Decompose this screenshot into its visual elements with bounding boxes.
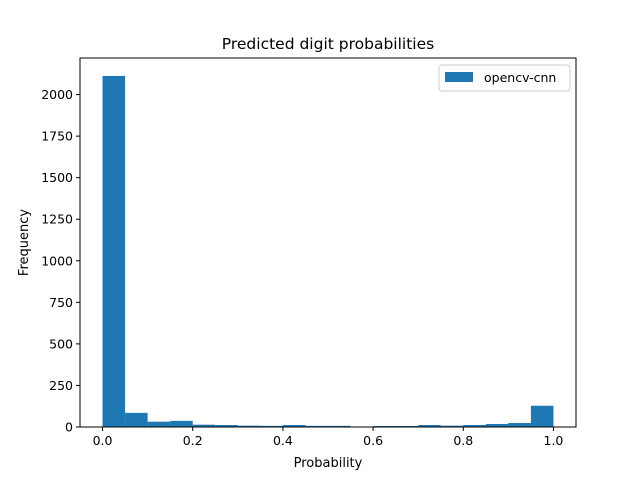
legend-label: opencv-cnn [484,70,556,85]
histogram-bar [147,421,171,427]
histogram-bar [485,424,509,427]
histogram-bar [215,425,238,427]
y-tick-label: 250 [49,378,73,393]
histogram-bar [102,75,126,427]
histogram-bar [530,405,554,427]
y-axis-label: Frequency [17,209,32,276]
x-axis-label: Probability [294,456,363,471]
histogram-bar [328,425,351,427]
histogram-bar [418,425,441,427]
histogram-bar [305,425,328,427]
legend-swatch [445,72,473,82]
x-tick-label: 0.0 [93,433,113,448]
legend-frame [438,64,571,92]
histogram-bar [282,425,306,427]
y-tick-label: 1750 [41,129,73,144]
x-tick-label: 0.4 [273,433,293,448]
legend: opencv-cnn [438,64,571,92]
y-axis-ticks: 0 250 500 750 1000 1250 1500 1750 2000 [41,87,80,435]
x-tick-label: 0.8 [453,433,473,448]
y-tick-label: 1000 [41,253,73,268]
histogram-bar [508,423,531,427]
plot-area-frame [79,57,577,428]
x-tick-label: 1.0 [544,433,564,448]
y-tick-label: 2000 [41,87,73,102]
x-axis-ticks: 0.0 0.2 0.4 0.6 0.8 1.0 [93,427,564,448]
histogram-bar [125,412,148,427]
histogram-bar [170,420,193,427]
y-tick-label: 500 [49,336,73,351]
x-tick-label: 0.6 [363,433,383,448]
y-tick-label: 1250 [41,212,73,227]
x-tick-label: 0.2 [183,433,203,448]
y-tick-label: 0 [65,420,73,435]
histogram-bar [260,425,283,427]
chart-title: Predicted digit probabilities [222,35,434,53]
y-tick-label: 750 [49,295,73,310]
histogram-bar [440,425,464,427]
histogram-bar [192,424,216,427]
histogram-bar [463,425,486,427]
y-tick-label: 1500 [41,170,73,185]
histogram-bars [102,75,554,427]
histogram-bar [237,425,261,427]
